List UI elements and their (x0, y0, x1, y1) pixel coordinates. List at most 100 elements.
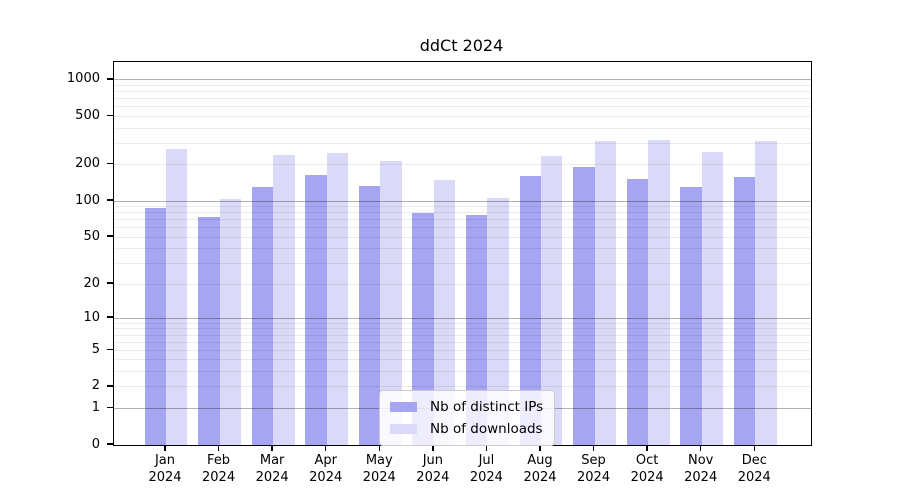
legend-swatch-downloads (390, 424, 417, 434)
x-tick-label: Sep 2024 (562, 453, 626, 486)
y-tick-label: 200 (75, 156, 100, 172)
bar-distinct-ips (144, 207, 166, 445)
x-tick-month: Sep (581, 453, 606, 468)
x-tick-mark (378, 445, 381, 451)
x-tick-label: Jun 2024 (401, 453, 465, 486)
x-tick-year: 2024 (309, 469, 343, 485)
y-tick-mark (107, 385, 113, 387)
y-tick-label: 100 (75, 192, 100, 208)
legend-item-distinct-ips: Nb of distinct IPs (390, 397, 543, 417)
bar-downloads (166, 149, 188, 445)
legend-label-distinct-ips: Nb of distinct IPs (430, 399, 544, 415)
bar-downloads (540, 155, 563, 445)
bar-downloads (326, 152, 349, 445)
chart-title: ddCt 2024 (419, 36, 504, 55)
y-tick-label: 1000 (66, 71, 100, 87)
x-tick-label: Aug 2024 (508, 453, 572, 486)
x-tick-label: Oct 2024 (615, 453, 679, 486)
x-tick-label: Mar 2024 (240, 453, 304, 486)
y-tick-label: 5 (91, 341, 100, 357)
bar-distinct-ips (573, 166, 595, 445)
bar-distinct-ips (519, 175, 541, 445)
x-tick-label: Nov 2024 (669, 453, 733, 486)
x-tick-month: Feb (207, 453, 231, 468)
x-tick-year: 2024 (416, 469, 450, 485)
bar-downloads (701, 152, 724, 445)
bar-distinct-ips (305, 175, 327, 445)
x-tick-mark (539, 445, 541, 451)
legend-swatch-distinct-ips (390, 402, 417, 412)
x-tick-mark (646, 445, 648, 451)
x-tick-year: 2024 (630, 469, 664, 485)
x-tick-mark (271, 445, 273, 451)
x-tick-year: 2024 (737, 469, 771, 485)
y-tick-mark (107, 78, 113, 80)
x-tick-year: 2024 (148, 469, 182, 485)
y-tick-label: 1 (91, 399, 100, 415)
bar-downloads (487, 198, 509, 445)
x-tick-mark (592, 445, 595, 451)
x-tick-year: 2024 (255, 469, 289, 485)
y-tick-mark (107, 348, 113, 351)
x-tick-year: 2024 (523, 469, 557, 485)
x-tick-year: 2024 (684, 469, 718, 485)
x-tick-year: 2024 (469, 469, 503, 485)
bar-distinct-ips (626, 178, 649, 445)
x-tick-mark (699, 445, 702, 451)
legend: Nb of distinct IPs Nb of downloads (379, 390, 556, 446)
y-tick-mark (107, 443, 113, 445)
plot-area: Nb of distinct IPs Nb of downloads (113, 61, 812, 446)
x-tick-label: Jan 2024 (133, 453, 197, 486)
y-tick-label: 2 (91, 378, 100, 394)
x-tick-label: Feb 2024 (187, 453, 251, 486)
bar-downloads (648, 140, 670, 445)
x-tick-mark (432, 445, 434, 451)
x-tick-month: May (365, 453, 393, 468)
x-tick-month: Aug (527, 453, 553, 468)
y-tick-mark (107, 406, 113, 409)
x-tick-mark (164, 445, 166, 451)
y-tick-label: 10 (83, 309, 100, 325)
bar-downloads (755, 140, 777, 445)
y-tick-mark (107, 114, 113, 117)
x-tick-mark (485, 445, 488, 451)
x-tick-month: Mar (259, 453, 285, 468)
x-tick-month: Apr (314, 453, 337, 468)
x-tick-month: Jun (422, 453, 443, 468)
y-tick-label: 20 (83, 275, 100, 291)
x-tick-month: Oct (635, 453, 659, 468)
legend-label-downloads: Nb of downloads (430, 421, 543, 437)
y-tick-mark (107, 282, 113, 284)
x-tick-mark (324, 445, 327, 451)
x-tick-month: Nov (688, 453, 714, 468)
y-tick-label: 500 (75, 107, 100, 123)
x-tick-year: 2024 (362, 469, 396, 485)
y-tick-mark (107, 316, 113, 318)
x-tick-label: May 2024 (347, 453, 411, 486)
bar-distinct-ips (680, 187, 702, 445)
y-tick-mark (107, 199, 113, 201)
x-tick-mark (217, 445, 220, 451)
y-tick-label: 50 (83, 228, 100, 244)
bar-downloads (433, 180, 456, 445)
x-tick-month: Jul (478, 453, 495, 468)
bar-distinct-ips (466, 215, 488, 445)
y-tick-label: 0 (91, 436, 100, 452)
x-tick-label: Jul 2024 (454, 453, 518, 486)
x-tick-month: Dec (741, 453, 767, 468)
bar-distinct-ips (198, 216, 220, 445)
x-tick-label: Apr 2024 (294, 453, 358, 486)
y-tick-mark (107, 162, 113, 165)
legend-item-downloads: Nb of downloads (390, 419, 543, 439)
bar-downloads (273, 155, 295, 445)
bars-layer (114, 62, 811, 445)
bar-distinct-ips (251, 186, 274, 445)
bar-distinct-ips (412, 212, 434, 445)
x-tick-mark (753, 445, 756, 451)
bar-downloads (380, 160, 402, 445)
y-tick-mark (107, 235, 113, 237)
x-tick-month: Jan (154, 453, 176, 468)
bar-distinct-ips (358, 186, 381, 445)
bar-distinct-ips (733, 177, 756, 445)
